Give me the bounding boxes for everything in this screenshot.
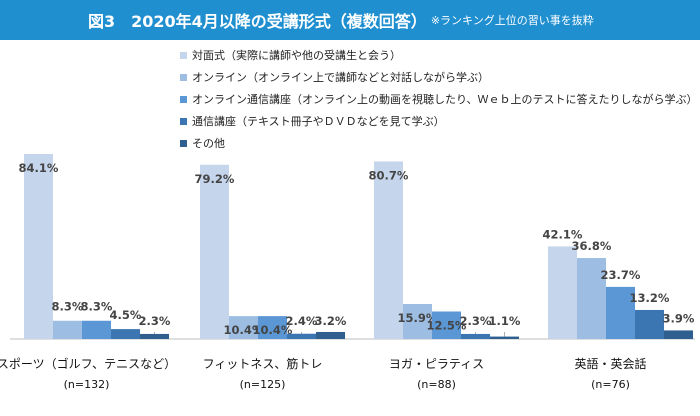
legend-label: その他	[192, 137, 225, 150]
bar	[111, 329, 140, 339]
bar	[200, 164, 229, 339]
data-label: 12.5%	[427, 319, 467, 333]
legend-swatch	[180, 117, 187, 125]
chart-title: 図3 2020年4月以降の受講形式（複数回答）	[88, 12, 427, 31]
legend-label: 対面式（実際に講師や他の受講生と会う）	[192, 49, 401, 62]
data-label: 80.7%	[369, 168, 409, 182]
data-label: 3.2%	[315, 314, 347, 328]
data-label: 10.4%	[224, 323, 264, 337]
category-n-label: (n=76)	[591, 378, 630, 391]
data-label: 8.3%	[52, 300, 84, 314]
category-label: 英語・英会話	[574, 356, 646, 371]
category-label: スポーツ（ゴルフ、テニスなど）	[0, 356, 176, 371]
bar	[403, 304, 432, 339]
bar	[490, 336, 519, 339]
data-label: 2.4%	[286, 314, 318, 328]
data-label: 84.1%	[19, 161, 59, 175]
bar	[316, 331, 345, 339]
bar	[140, 333, 169, 339]
data-label: 15.9%	[398, 311, 438, 325]
legend-swatch	[180, 51, 187, 59]
data-label: 36.8%	[572, 239, 612, 253]
bar	[82, 320, 111, 339]
data-label: 4.5%	[110, 308, 142, 322]
legend-label: オンライン通信講座（オンライン上の動画を視聴したり、Ｗｅｂ上のテストに答えたりし…	[192, 93, 698, 106]
bar	[432, 311, 461, 339]
title-bar: 図3 2020年4月以降の受講形式（複数回答） ※ランキング上位の習い事を抜粋	[0, 0, 700, 40]
bar	[606, 286, 635, 339]
data-label: 1.1%	[489, 314, 521, 328]
legend-item: 通信講座（テキスト冊子やＤＶＤなどを見て学ぶ）	[180, 110, 698, 132]
bar	[258, 316, 287, 339]
category-label: ヨガ・ピラティス	[389, 357, 484, 371]
category-n-label: (n=125)	[240, 378, 286, 391]
data-label: 2.3%	[460, 314, 492, 328]
data-label: 23.7%	[601, 268, 641, 282]
data-label: 8.3%	[81, 300, 113, 314]
legend: 対面式（実際に講師や他の受講生と会う） オンライン（オンライン上で講師などと対話し…	[180, 44, 698, 154]
legend-label: 通信講座（テキスト冊子やＤＶＤなどを見て学ぶ）	[192, 115, 445, 128]
category-n-label: (n=132)	[64, 378, 110, 391]
bar	[24, 153, 53, 339]
legend-item: その他	[180, 132, 698, 154]
legend-label: オンライン（オンライン上で講師などと対話しながら学ぶ）	[192, 71, 489, 84]
chart-note: ※ランキング上位の習い事を抜粋	[430, 14, 594, 27]
data-label: 13.2%	[630, 291, 670, 305]
data-label: 3.9%	[663, 311, 695, 325]
legend-item: 対面式（実際に講師や他の受講生と会う）	[180, 44, 698, 66]
legend-item: オンライン通信講座（オンライン上の動画を視聴したり、Ｗｅｂ上のテストに答えたりし…	[180, 88, 698, 110]
bar	[374, 161, 403, 339]
legend-item: オンライン（オンライン上で講師などと対話しながら学ぶ）	[180, 66, 698, 88]
bar	[461, 333, 490, 339]
bar	[53, 320, 82, 339]
data-label: 10.4%	[253, 323, 293, 337]
category-n-label: (n=88)	[417, 378, 456, 391]
bar	[635, 309, 664, 339]
bar	[548, 246, 577, 339]
legend-swatch	[180, 139, 187, 147]
data-label: 79.2%	[195, 172, 235, 186]
bar	[287, 333, 316, 339]
data-label: 42.1%	[543, 227, 583, 241]
bar	[229, 316, 258, 339]
bar	[577, 258, 606, 339]
category-label: フィットネス、筋トレ	[203, 356, 323, 371]
bar	[664, 330, 693, 339]
legend-swatch	[180, 73, 187, 81]
data-label: 2.3%	[139, 314, 171, 328]
legend-swatch	[180, 95, 187, 103]
